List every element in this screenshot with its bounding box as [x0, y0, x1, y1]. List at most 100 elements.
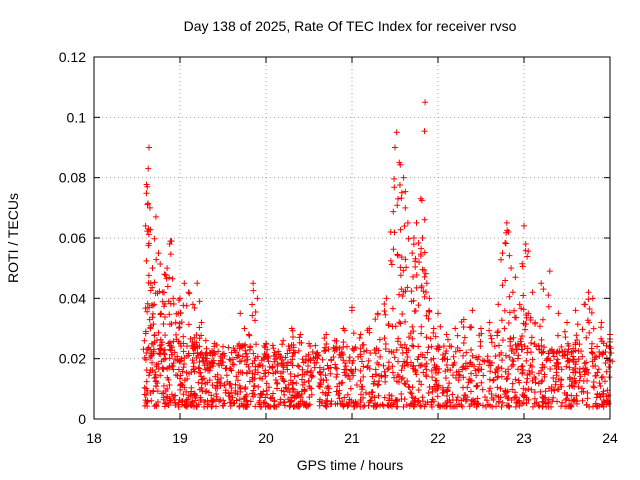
data-point — [181, 280, 188, 287]
data-point — [338, 350, 345, 357]
data-point — [403, 345, 410, 352]
data-point — [428, 343, 435, 350]
data-point — [145, 372, 152, 379]
data-point — [576, 377, 583, 384]
data-point — [297, 398, 304, 405]
data-point — [209, 397, 216, 404]
data-point — [598, 374, 605, 381]
data-point — [195, 379, 202, 386]
data-point — [287, 370, 294, 377]
data-point — [486, 319, 493, 326]
data-point — [440, 343, 447, 350]
data-point — [418, 381, 425, 388]
data-point — [189, 301, 196, 308]
data-point — [304, 362, 311, 369]
data-point — [250, 387, 257, 394]
data-point — [299, 381, 306, 388]
data-point — [143, 181, 150, 188]
data-point — [198, 319, 205, 326]
data-point — [499, 357, 506, 364]
data-point — [157, 372, 164, 379]
data-point — [145, 200, 152, 207]
data-point — [410, 235, 417, 241]
data-point — [232, 390, 239, 397]
data-point — [522, 241, 529, 248]
data-point — [166, 274, 173, 281]
data-point — [357, 377, 364, 384]
data-point — [509, 289, 516, 296]
data-point — [172, 402, 179, 409]
data-point — [398, 195, 405, 202]
data-point — [418, 323, 425, 330]
data-point — [360, 403, 367, 410]
data-point — [570, 353, 577, 360]
data-point — [168, 391, 175, 398]
data-point — [585, 296, 592, 303]
data-point — [157, 336, 164, 343]
data-point — [433, 381, 440, 388]
data-point — [203, 345, 210, 352]
data-point — [550, 394, 557, 401]
data-point — [167, 251, 174, 258]
data-point — [322, 390, 329, 397]
data-point — [506, 309, 513, 316]
data-point — [215, 348, 222, 355]
data-point — [255, 363, 262, 370]
data-point — [372, 350, 379, 357]
data-point — [145, 272, 152, 279]
data-point — [456, 372, 463, 379]
data-point — [495, 399, 502, 406]
data-point — [305, 351, 312, 358]
data-point — [196, 365, 203, 372]
data-point — [168, 363, 175, 370]
data-point — [435, 369, 442, 376]
data-point — [571, 397, 578, 404]
data-point — [487, 385, 494, 392]
data-point — [195, 364, 202, 371]
data-point — [397, 320, 404, 327]
data-point — [515, 366, 522, 373]
data-point — [585, 289, 592, 296]
data-point — [398, 390, 405, 397]
data-point — [502, 352, 509, 359]
data-point — [468, 377, 475, 384]
data-point — [347, 385, 354, 392]
data-point — [540, 394, 547, 401]
data-point — [395, 358, 402, 365]
data-point — [269, 395, 276, 402]
data-point — [503, 402, 510, 409]
data-point — [198, 332, 205, 339]
data-point — [170, 295, 177, 302]
data-point — [174, 372, 181, 379]
data-point — [314, 351, 321, 358]
x-axis-label: GPS time / hours — [297, 457, 404, 473]
data-point — [177, 381, 184, 388]
data-point — [503, 393, 510, 400]
data-point — [473, 372, 480, 379]
data-point — [156, 288, 163, 295]
data-point — [388, 392, 395, 399]
data-point — [375, 381, 382, 388]
data-point — [249, 312, 256, 319]
data-point — [452, 325, 459, 332]
data-point — [409, 250, 416, 257]
data-point — [554, 386, 561, 393]
data-point — [486, 376, 493, 383]
data-point — [498, 317, 505, 324]
data-point — [145, 165, 152, 172]
data-point — [280, 377, 287, 384]
data-point — [308, 367, 315, 374]
data-point — [568, 402, 575, 409]
data-point — [342, 360, 349, 367]
data-point — [435, 310, 441, 317]
data-point — [228, 384, 235, 391]
data-point — [421, 128, 428, 135]
data-point — [193, 331, 200, 338]
data-point — [262, 373, 269, 380]
data-point — [454, 344, 461, 351]
data-point — [144, 201, 151, 208]
data-point — [297, 394, 304, 401]
data-point — [538, 367, 545, 374]
data-point — [520, 385, 527, 392]
data-point — [198, 397, 205, 404]
